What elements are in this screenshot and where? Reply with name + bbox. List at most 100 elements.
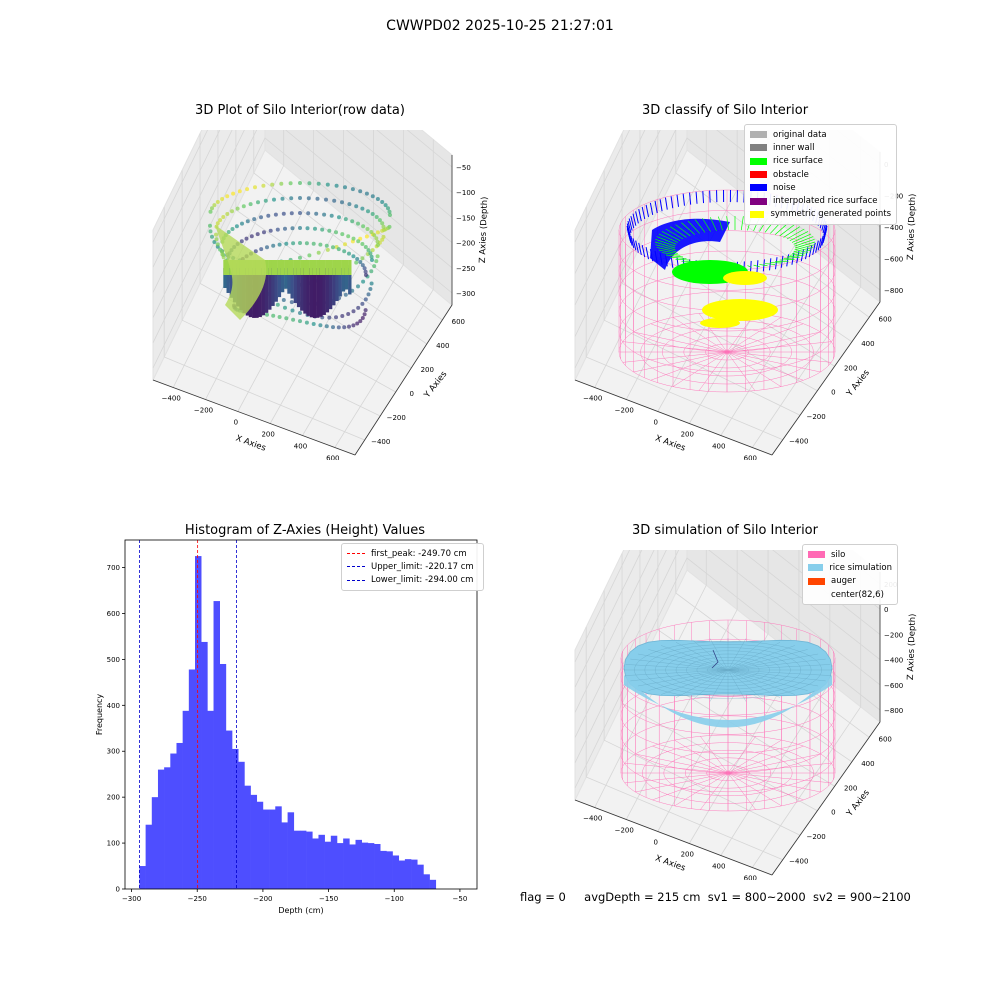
raw-point — [351, 236, 356, 241]
legend-label: interpolated rice surface — [773, 196, 878, 207]
raw-point — [347, 324, 351, 329]
rice-surface-stroke — [740, 216, 744, 231]
raw-point — [358, 260, 363, 264]
raw-point — [369, 269, 374, 274]
raw-point — [327, 315, 332, 320]
raw-point — [340, 200, 344, 205]
raw-point — [280, 196, 285, 201]
y-tick-label: −400 — [789, 858, 808, 866]
legend-label: first_peak: -249.70 cm — [371, 548, 467, 559]
x-tick-label: 400 — [294, 443, 307, 451]
raw-point — [376, 243, 380, 247]
z-tick-label: −600 — [884, 682, 903, 690]
y-tick-label: 0 — [831, 389, 835, 397]
raw-point — [327, 228, 332, 233]
raw-point — [372, 264, 377, 269]
histogram-bar — [324, 841, 332, 889]
raw-point — [369, 281, 374, 286]
rice-mesh-spoke — [675, 669, 729, 698]
legend-swatch — [750, 171, 767, 179]
z-tick-label: −600 — [884, 256, 903, 264]
legend-label: inner wall — [773, 142, 815, 153]
rice-surface-stroke — [656, 247, 677, 253]
silo-floor-spoke — [650, 351, 728, 381]
rice-mesh-spoke — [727, 664, 831, 671]
raw-point — [237, 189, 242, 194]
legend-label: noise — [773, 182, 796, 193]
raw-point — [241, 204, 246, 209]
legend-item: symmetric generated points — [750, 208, 891, 221]
y-tick-label: 200 — [844, 364, 857, 372]
raw-point — [284, 316, 289, 321]
raw-point — [364, 191, 369, 196]
y-tick-label: 300 — [107, 748, 120, 756]
raw-point — [372, 233, 377, 238]
legend-item: noise — [750, 181, 891, 194]
histogram-bar — [170, 753, 177, 889]
x-tick-label: −200 — [194, 407, 213, 415]
raw-point — [271, 243, 276, 248]
raw-point — [261, 183, 266, 188]
raw-point — [225, 212, 230, 216]
raw-point — [356, 284, 360, 289]
y-tick-label: 400 — [107, 702, 120, 710]
raw-point — [320, 227, 325, 232]
noise-point — [664, 197, 668, 210]
y-tick-label: 400 — [861, 340, 874, 348]
noise-point — [630, 215, 635, 229]
z-tick-label: −800 — [884, 707, 903, 715]
rice-surface-stroke — [661, 252, 681, 256]
rice-mesh-spoke — [630, 669, 729, 682]
histogram-bar — [207, 710, 214, 889]
raw-point — [350, 187, 355, 192]
noise-point — [638, 208, 642, 222]
rice-mesh-spoke — [692, 669, 729, 701]
x-axis-line — [574, 379, 773, 456]
legend-swatch — [808, 577, 825, 585]
raw-point — [365, 227, 370, 231]
x-tick-label: −150 — [319, 895, 338, 903]
raw-point — [231, 191, 236, 196]
rice-surface-stroke — [793, 247, 814, 253]
raw-point — [374, 236, 379, 241]
silo-floor-spoke — [672, 351, 728, 387]
rice-mesh-spoke — [727, 669, 819, 687]
noise-point — [626, 225, 631, 239]
histogram-bar — [361, 842, 369, 889]
silo-floor-spoke — [700, 772, 729, 810]
noise-point — [682, 193, 685, 206]
raw-point — [234, 224, 239, 229]
histogram-bar — [380, 850, 387, 889]
rice-mesh-spoke — [648, 649, 729, 671]
rice-surface-stroke — [675, 224, 691, 237]
noise-point — [815, 240, 819, 253]
noise-point — [626, 223, 631, 236]
rice-surface-stroke — [655, 244, 676, 251]
legend-item: center(82,6) — [808, 588, 892, 601]
raw-point — [307, 253, 312, 258]
noise-point — [654, 200, 658, 214]
noise-point — [630, 235, 635, 249]
histogram-bar — [219, 663, 227, 889]
y-axis-label: Y Axies — [844, 788, 872, 820]
raw-point — [271, 313, 276, 318]
raw-point — [336, 247, 341, 252]
y-tick-label: −200 — [806, 413, 825, 421]
noise-point — [796, 250, 800, 264]
histogram-bar — [312, 838, 319, 889]
rice-surface-stroke — [779, 224, 795, 237]
rice-mesh-spoke — [727, 638, 747, 671]
rice-mesh-spoke — [727, 669, 764, 701]
noise-point — [635, 211, 639, 224]
raw-point — [360, 316, 365, 320]
raw-point — [374, 215, 379, 219]
z-grid-line — [152, 130, 453, 318]
raw-point — [220, 249, 224, 254]
x-tick-label: 200 — [681, 851, 694, 859]
z-tick-label: −100 — [456, 189, 475, 197]
z-grid-line — [574, 550, 881, 663]
silo-floor-spoke — [633, 331, 728, 353]
noise-point — [808, 244, 813, 258]
raw-point — [265, 312, 269, 317]
rice-surface-stroke — [789, 231, 809, 241]
